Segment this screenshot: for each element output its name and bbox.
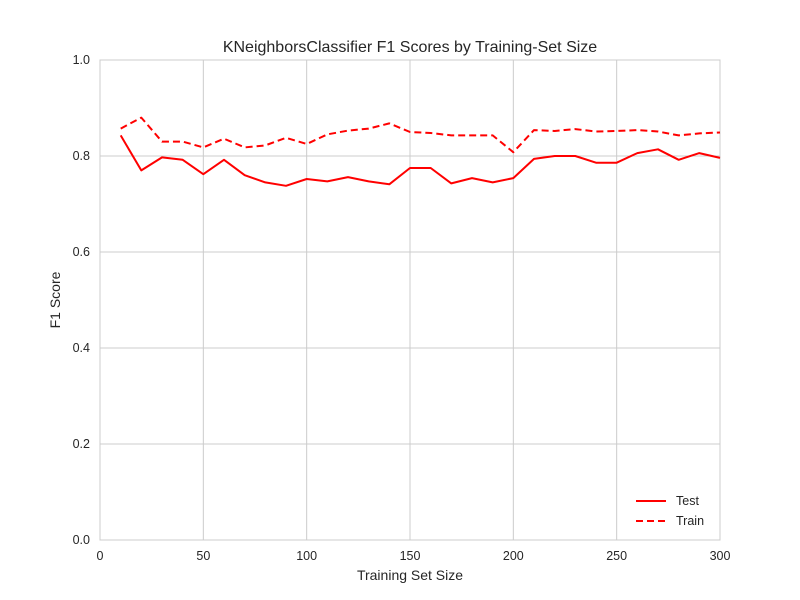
series-layer	[119, 116, 721, 187]
y-tick-label: 0.0	[73, 533, 90, 547]
legend: Test Train	[636, 494, 704, 528]
legend-label-train: Train	[676, 514, 704, 528]
plot-frame	[99, 59, 721, 541]
y-tick-label: 0.8	[73, 149, 90, 163]
x-tick-label: 100	[296, 549, 317, 563]
grid	[100, 60, 720, 540]
y-tick-label: 0.4	[73, 341, 90, 355]
x-tick-label: 0	[97, 549, 104, 563]
tick-labels: 0 50 100 150 200 250 300 0.0 0.2 0.4 0.6 0.8 1.0	[73, 53, 731, 563]
x-tick-label: 150	[400, 549, 421, 563]
legend-label-test: Test	[676, 494, 699, 508]
y-tick-label: 0.2	[73, 437, 90, 451]
x-tick-label: 250	[606, 549, 627, 563]
series-line-train	[120, 116, 721, 154]
y-tick-label: 1.0	[73, 53, 90, 67]
y-tick-label: 0.6	[73, 245, 90, 259]
x-tick-label: 300	[710, 549, 731, 563]
x-tick-label: 50	[196, 549, 210, 563]
y-axis-label: F1 Score	[47, 271, 63, 328]
series-line-test	[119, 134, 721, 187]
x-axis-label: Training Set Size	[357, 567, 463, 583]
chart-title: KNeighborsClassifier F1 Scores by Traini…	[223, 39, 597, 56]
x-tick-label: 200	[503, 549, 524, 563]
